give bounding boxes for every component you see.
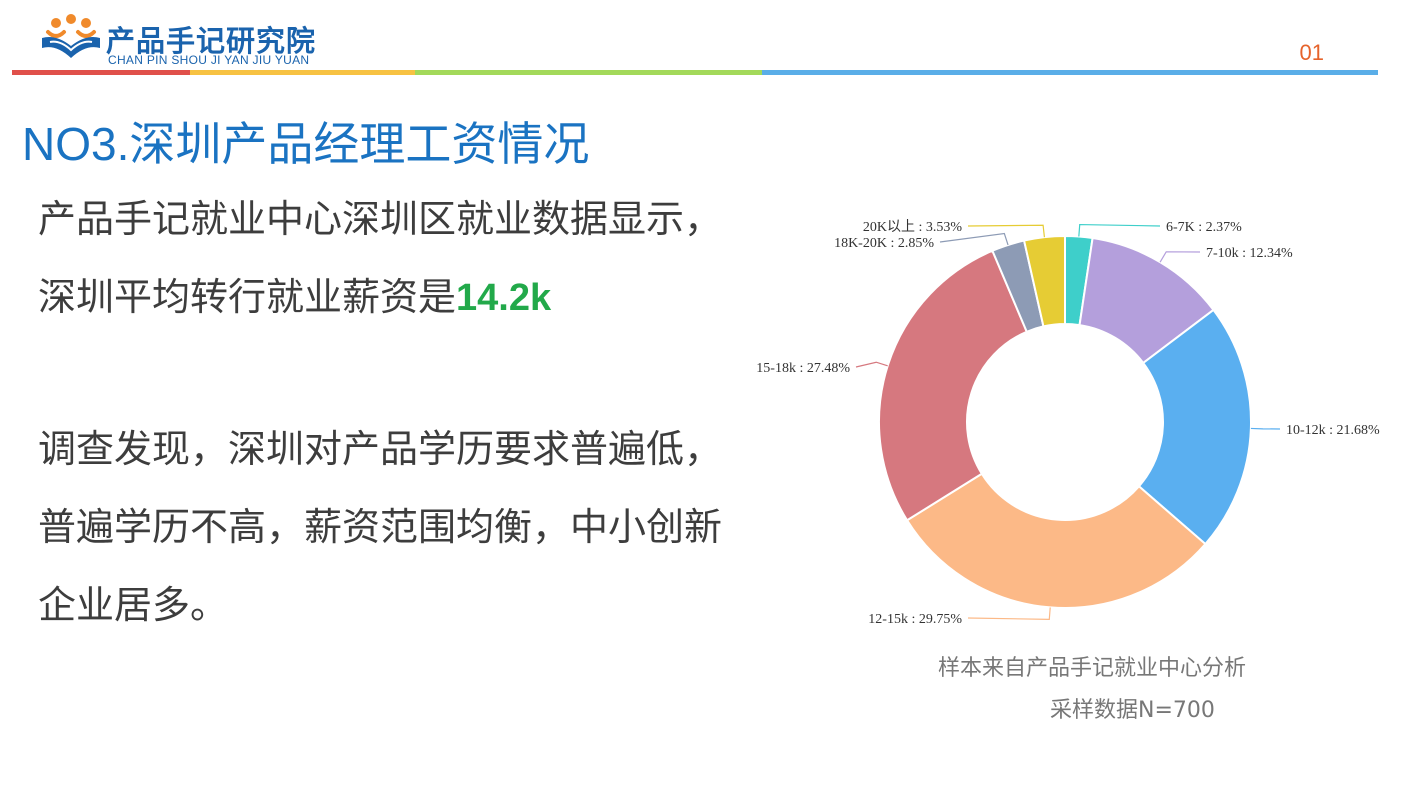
donut-slice-3 xyxy=(905,472,1207,609)
color-bar-segment-blue xyxy=(761,70,1378,75)
slice-label-6: 20K以上 : 3.53% xyxy=(863,219,962,235)
leader-line-2 xyxy=(1250,427,1281,430)
slice-label-5: 18K-20K : 2.85% xyxy=(834,236,934,251)
donut-slice-6 xyxy=(1022,234,1066,328)
slice-label-3: 12-15k : 29.75% xyxy=(868,612,962,627)
survey-findings-paragraph: 调查发现，深圳对产品学历要求普遍低，普遍学历不高，薪资范围均衡，中小创新企业居多… xyxy=(38,427,723,627)
slide-title: NO3.深圳产品经理工资情况 xyxy=(22,118,590,170)
slice-label-4: 15-18k : 27.48% xyxy=(756,361,850,376)
chart-caption-sample-size: 采样数据N=700 xyxy=(1050,698,1215,723)
page-number: 01 xyxy=(1299,40,1324,65)
logo-pinyin-text: CHAN PIN SHOU JI YAN JIU YUAN xyxy=(108,53,310,67)
leader-line-5 xyxy=(939,232,1009,246)
donut-slice-2 xyxy=(1137,308,1252,546)
leader-line-3 xyxy=(967,607,1051,620)
header-color-bar xyxy=(12,70,1378,75)
donut-slice-4 xyxy=(878,249,1029,522)
leader-line-6 xyxy=(967,224,1046,238)
slice-label-0: 6-7K : 2.37% xyxy=(1166,220,1242,235)
leader-line-0 xyxy=(1078,223,1161,237)
brand-logo: 产品手记研究院 CHAN PIN SHOU JI YAN JIU YUAN xyxy=(40,12,370,68)
chart-caption-source: 样本来自产品手记就业中心分析 xyxy=(938,656,1247,681)
salary-summary-paragraph: 产品手记就业中心深圳区就业数据显示，深圳平均转行就业薪资是14.2k xyxy=(38,180,728,337)
color-bar-segment-green xyxy=(414,70,762,75)
book-people-logo-icon xyxy=(42,14,100,58)
logo-chinese-text: 产品手记研究院 xyxy=(106,24,317,58)
average-salary-highlight: 14.2k xyxy=(456,277,552,319)
leader-line-1 xyxy=(1159,251,1201,263)
slice-label-2: 10-12k : 21.68% xyxy=(1286,423,1380,438)
leader-line-4 xyxy=(855,361,888,368)
slice-label-1: 7-10k : 12.34% xyxy=(1206,246,1293,261)
color-bar-segment-red xyxy=(12,70,190,75)
salary-summary-text: 产品手记就业中心深圳区就业数据显示，深圳平均转行就业薪资是 xyxy=(38,197,723,319)
color-bar-segment-yellow xyxy=(189,70,415,75)
